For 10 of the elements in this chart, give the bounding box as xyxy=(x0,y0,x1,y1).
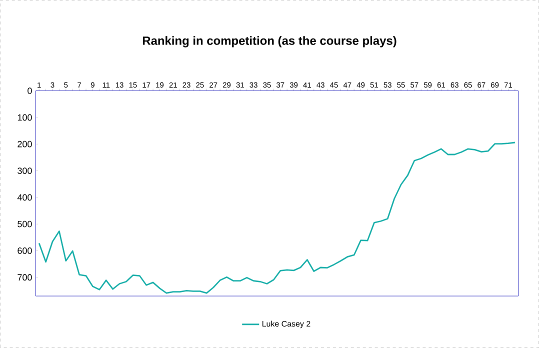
y-tick-label: 500 xyxy=(18,220,32,228)
line-series xyxy=(38,142,516,294)
y-tick-label: 400 xyxy=(17,194,32,201)
y-tick-label: 200 xyxy=(18,141,32,148)
y-tick-label: 300 xyxy=(18,168,32,174)
y-tick-label: 600 xyxy=(18,248,32,254)
y-tick-label: 700 xyxy=(18,274,32,281)
chart-title: Ranking in competition (as the course plays) xyxy=(142,36,396,48)
y-tick-label: 0 xyxy=(28,88,32,94)
y-tick-label: 100 xyxy=(18,114,32,121)
